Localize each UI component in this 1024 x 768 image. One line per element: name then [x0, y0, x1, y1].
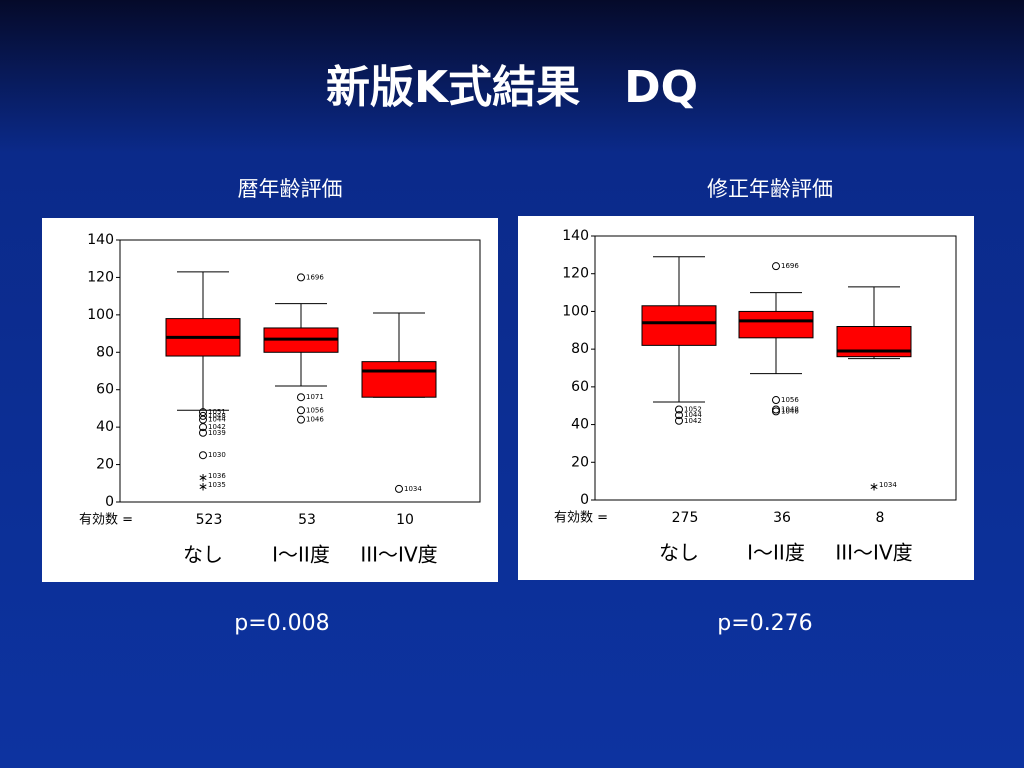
outlier-label: 1042 — [208, 423, 226, 431]
outlier — [772, 407, 780, 416]
outlier: ∗ — [869, 479, 879, 493]
outlier-label: 1042 — [684, 417, 702, 425]
outlier-label: 1056 — [781, 396, 799, 404]
outlier — [772, 396, 780, 405]
outlier: ∗ — [198, 480, 208, 494]
y-tick-label: 60 — [96, 382, 114, 398]
outlier — [772, 262, 780, 271]
outlier — [395, 484, 403, 493]
y-tick-label: 40 — [96, 419, 114, 435]
outlier-label: 1046 — [306, 416, 324, 424]
outlier — [297, 415, 305, 424]
outlier — [297, 406, 305, 415]
y-tick-label: 140 — [87, 232, 114, 248]
outlier-label: 1048 — [208, 412, 226, 420]
outlier-label: 1696 — [306, 273, 324, 281]
box — [641, 305, 717, 346]
y-tick-label: 140 — [562, 228, 589, 244]
outlier — [199, 428, 207, 437]
y-tick-label: 0 — [580, 492, 589, 508]
outlier — [199, 411, 207, 420]
category-label: なし — [183, 543, 223, 567]
outlier-label: 1035 — [208, 481, 226, 489]
outlier-label: 1051 — [208, 408, 226, 416]
y-tick-label: 40 — [571, 417, 589, 433]
panel — [42, 218, 498, 582]
outlier-label: 1044 — [208, 416, 226, 424]
y-tick-label: 80 — [571, 341, 589, 357]
n-label: 有効数 = — [554, 511, 608, 526]
p-value: p=0.276 — [717, 611, 812, 636]
y-tick-label: 0 — [105, 494, 114, 510]
outlier — [199, 451, 207, 460]
category-label: I〜II度 — [272, 543, 330, 567]
outlier: ∗ — [198, 470, 208, 484]
outlier-label: 1071 — [306, 393, 324, 401]
outlier-label: 1044 — [684, 411, 702, 419]
n-value: 10 — [396, 512, 414, 528]
category-label: III〜IV度 — [360, 543, 437, 567]
category-label: なし — [659, 541, 699, 565]
outlier — [199, 423, 207, 432]
outlier-label: 1030 — [208, 451, 226, 459]
n-label: 有効数 = — [79, 513, 133, 528]
outlier-label: 1056 — [306, 406, 324, 414]
outlier — [297, 273, 305, 282]
outlier-label: 1034 — [879, 481, 897, 489]
chart-title: 修正年齢評価 — [707, 177, 833, 201]
chart-title: 暦年齢評価 — [238, 177, 343, 201]
plot-frame — [594, 235, 957, 501]
y-tick-label: 20 — [571, 454, 589, 470]
y-tick-label: 120 — [562, 266, 589, 282]
y-tick-label: 100 — [562, 303, 589, 319]
y-tick-label: 120 — [87, 269, 114, 285]
category-label: I〜II度 — [747, 541, 805, 565]
outlier-label: 1046 — [781, 407, 799, 415]
slide-title: 新版K式結果 DQ — [326, 62, 698, 113]
outlier-label: 1039 — [208, 429, 226, 437]
plot-frame — [119, 239, 481, 503]
box — [361, 361, 437, 398]
outlier — [675, 416, 683, 425]
box — [738, 310, 814, 339]
outlier-label: 1696 — [781, 262, 799, 270]
category-label: III〜IV度 — [835, 541, 912, 565]
outlier-label: 1048 — [781, 405, 799, 413]
panel — [518, 216, 974, 580]
outlier-label: 1034 — [404, 485, 422, 493]
p-value: p=0.008 — [234, 611, 329, 636]
n-value: 8 — [876, 510, 885, 526]
outlier — [675, 405, 683, 414]
y-tick-label: 60 — [571, 379, 589, 395]
outlier-label: 1036 — [208, 472, 226, 480]
outlier-label: 1052 — [684, 405, 702, 413]
y-tick-label: 20 — [96, 457, 114, 473]
y-tick-label: 100 — [87, 307, 114, 323]
n-value: 523 — [196, 512, 223, 528]
n-value: 275 — [672, 510, 699, 526]
n-value: 53 — [298, 512, 316, 528]
outlier — [297, 393, 305, 402]
n-value: 36 — [773, 510, 791, 526]
y-tick-label: 80 — [96, 344, 114, 360]
outlier — [675, 411, 683, 420]
